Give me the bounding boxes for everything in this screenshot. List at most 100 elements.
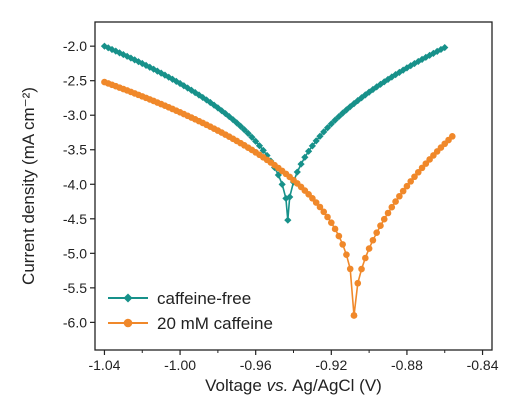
y-tick-label: -2.5: [63, 73, 87, 89]
data-point: [123, 52, 131, 60]
data-point: [358, 265, 365, 273]
legend-label-20mm-caffeine: 20 mM caffeine: [157, 314, 273, 333]
data-point: [399, 187, 407, 195]
data-point: [255, 142, 264, 150]
x-tick-label: -1.00: [164, 357, 196, 373]
data-point: [312, 137, 320, 145]
y-tick-label: -2.0: [63, 38, 87, 54]
data-point: [449, 133, 456, 140]
data-point: [418, 55, 426, 63]
data-point: [377, 222, 384, 229]
data-point: [403, 182, 411, 190]
data-point: [297, 160, 305, 168]
data-point: [392, 198, 399, 205]
data-point: [361, 91, 369, 99]
data-point: [199, 93, 207, 102]
data-point: [433, 47, 441, 55]
data-point: [342, 106, 351, 114]
data-point: [328, 219, 335, 226]
data-point: [343, 251, 350, 258]
data-point: [407, 178, 415, 185]
y-tick-label: -6.0: [63, 314, 87, 330]
data-point: [274, 171, 282, 179]
x-axis-title-italic: vs.: [267, 376, 289, 395]
y-tick-label: -5.0: [63, 245, 87, 261]
data-point: [369, 236, 377, 244]
data-point: [350, 312, 358, 319]
data-point: [362, 254, 369, 262]
data-point: [104, 44, 112, 52]
data-point: [286, 193, 294, 201]
data-point: [422, 53, 430, 61]
data-point: [373, 83, 381, 91]
x-tick-label: -0.88: [391, 357, 423, 373]
data-point: [308, 142, 317, 150]
data-point: [331, 225, 339, 233]
data-point: [380, 215, 388, 223]
data-point: [305, 147, 313, 155]
data-point: [388, 203, 396, 211]
data-point: [108, 45, 116, 54]
data-point: [335, 232, 343, 240]
data-point: [309, 195, 316, 202]
data-point: [403, 64, 411, 72]
data-point: [327, 120, 335, 128]
legend: caffeine-free 20 mM caffeine: [108, 289, 273, 333]
data-point: [369, 85, 377, 94]
data-point: [316, 132, 324, 140]
data-point: [384, 209, 392, 217]
y-tick-label: -4.5: [63, 211, 87, 227]
data-point: [365, 245, 373, 252]
data-point: [316, 203, 324, 211]
data-point: [236, 122, 245, 130]
data-point: [354, 279, 362, 287]
data-point: [418, 164, 426, 172]
data-point: [339, 241, 346, 248]
data-point: [365, 88, 373, 96]
data-point: [293, 168, 301, 176]
data-point: [335, 112, 343, 121]
x-axis-title-suffix: Ag/AgCl (V): [288, 376, 382, 395]
data-point: [388, 73, 396, 81]
legend-item-caffeine-free: caffeine-free: [108, 289, 251, 308]
y-tick-label: -3.5: [63, 142, 87, 158]
data-point: [399, 66, 407, 74]
data-point: [324, 213, 331, 221]
data-point: [244, 129, 252, 137]
data-point: [411, 173, 418, 181]
ticks-layer: -1.04 -1.00 -0.96 -0.92 -0.88 -0.84 -2.0 -2.5 -3…: [63, 38, 499, 373]
x-axis-title-prefix: Voltage: [205, 376, 266, 395]
legend-label-caffeine-free: caffeine-free: [157, 289, 251, 308]
y-tick-label: -3.0: [63, 107, 87, 123]
data-point: [357, 94, 366, 102]
data-point: [414, 168, 422, 176]
data-point: [323, 124, 332, 132]
legend-marker-caffeine-free: [123, 293, 133, 303]
x-tick-label: -0.92: [315, 357, 347, 373]
data-point: [153, 67, 161, 75]
legend-item-20mm-caffeine: 20 mM caffeine: [108, 314, 273, 333]
data-point: [373, 229, 380, 236]
x-axis-title: Voltage vs. Ag/AgCl (V): [205, 376, 382, 395]
data-point: [320, 208, 328, 216]
x-tick-label: -1.04: [88, 357, 120, 373]
data-point: [346, 265, 354, 273]
data-point: [278, 180, 286, 188]
data-point: [312, 199, 320, 206]
data-point: [240, 126, 248, 134]
data-point: [301, 153, 309, 161]
data-point: [284, 216, 292, 224]
data-point: [441, 43, 449, 52]
data-point: [252, 137, 260, 145]
data-point: [396, 192, 403, 200]
x-tick-label: -0.96: [240, 357, 272, 373]
data-point: [131, 56, 139, 64]
data-point: [426, 51, 434, 59]
x-tick-label: -0.84: [467, 357, 499, 373]
data-point: [248, 133, 256, 141]
data-point: [331, 116, 339, 124]
series-layer: [100, 42, 456, 319]
data-point: [429, 49, 437, 57]
legend-marker-20mm-caffeine: [123, 318, 133, 328]
